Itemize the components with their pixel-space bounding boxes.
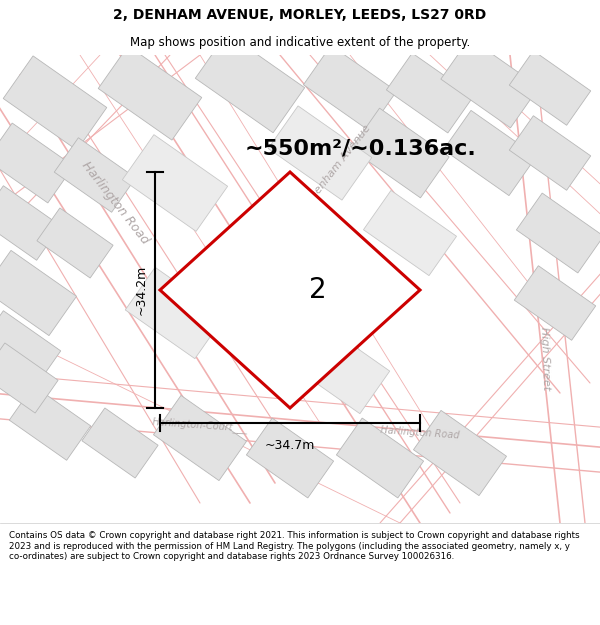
Polygon shape [82,408,158,478]
Polygon shape [54,138,136,212]
Polygon shape [351,108,449,198]
Polygon shape [290,322,390,414]
Text: 2, DENHAM AVENUE, MORLEY, LEEDS, LS27 0RD: 2, DENHAM AVENUE, MORLEY, LEEDS, LS27 0R… [113,8,487,22]
Polygon shape [0,123,74,203]
Polygon shape [268,106,372,200]
Text: Harlin-: Harlin- [251,322,279,354]
Polygon shape [37,208,113,278]
Text: Harlington-Court___: Harlington-Court___ [152,416,248,434]
Polygon shape [509,116,591,190]
Polygon shape [441,38,539,128]
Text: Contains OS data © Crown copyright and database right 2021. This information is : Contains OS data © Crown copyright and d… [9,531,580,561]
Text: ~34.2m: ~34.2m [134,265,148,315]
Polygon shape [304,46,397,131]
Text: Denham Avenue: Denham Avenue [308,123,373,202]
Polygon shape [125,268,225,359]
Polygon shape [0,311,61,385]
Polygon shape [443,111,536,196]
Polygon shape [413,411,506,496]
Polygon shape [98,46,202,140]
Polygon shape [122,134,227,231]
Polygon shape [0,186,61,260]
Polygon shape [160,172,420,408]
Text: ~550m²/~0.136ac.: ~550m²/~0.136ac. [245,138,477,158]
Text: ~34.7m: ~34.7m [265,439,315,452]
Polygon shape [517,193,600,273]
Text: Map shows position and indicative extent of the property.: Map shows position and indicative extent… [130,36,470,49]
Text: Harlington Road: Harlington Road [79,159,151,247]
Polygon shape [154,396,247,481]
Text: 2: 2 [309,276,327,304]
Polygon shape [0,251,77,336]
Polygon shape [196,33,305,132]
Text: Harlington Road: Harlington Road [380,425,460,441]
Polygon shape [0,343,58,413]
Text: High Street: High Street [539,326,551,390]
Text: gton: gton [279,356,301,380]
Polygon shape [9,386,91,460]
Polygon shape [337,418,424,498]
Polygon shape [514,266,596,340]
Polygon shape [3,56,107,150]
Polygon shape [509,51,591,125]
Polygon shape [386,53,473,133]
Polygon shape [364,191,457,276]
Polygon shape [247,418,334,498]
